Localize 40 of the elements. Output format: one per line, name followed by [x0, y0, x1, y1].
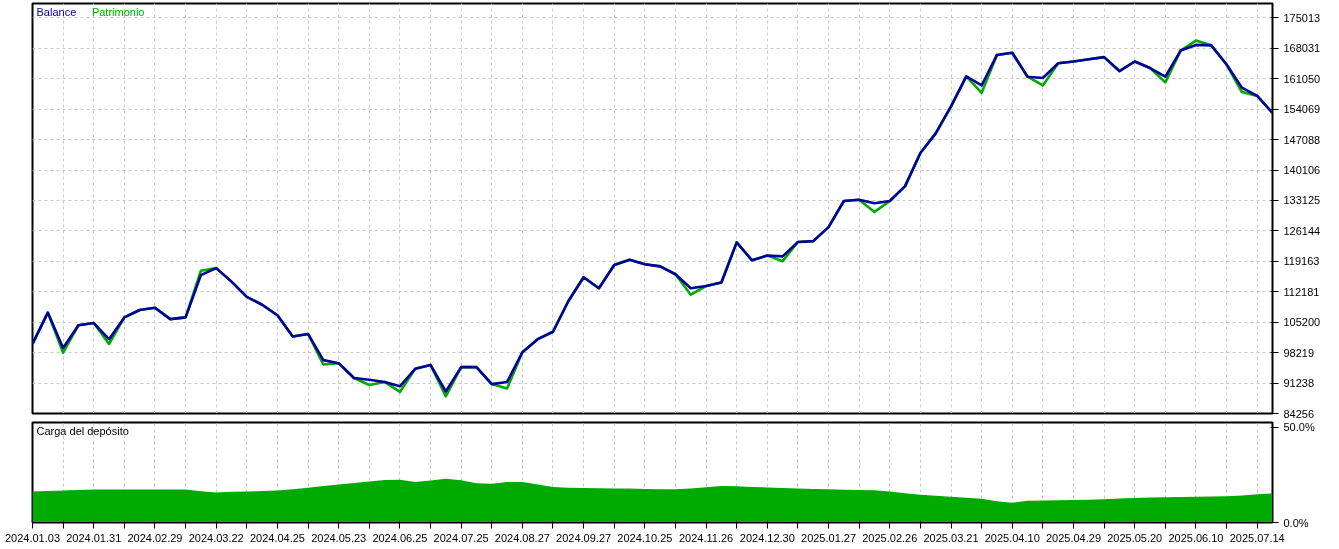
- y-tick-label: 119163: [1283, 255, 1320, 268]
- text: Balance: [36, 5, 77, 18]
- x-tick-label: 2024.03.22: [188, 531, 244, 544]
- text: Patrimonio: [91, 5, 145, 18]
- y-tick-label: 91238: [1283, 377, 1315, 390]
- x-tick-label: 2025.04.10: [984, 531, 1040, 544]
- x-tick-label: 2025.02.26: [862, 531, 918, 544]
- x-tick-label: 2025.04.29: [1045, 531, 1102, 544]
- y-tick-label: 112181: [1283, 285, 1320, 298]
- x-tick-label: 2025.01.27: [801, 531, 857, 544]
- y-tick-label: 105200: [1283, 316, 1321, 329]
- y-tick-label: 147088: [1283, 133, 1321, 146]
- y-tick-label: 84256: [1283, 407, 1315, 420]
- x-tick-label: 2024.04.25: [249, 531, 305, 544]
- y-tick-label: 140106: [1283, 164, 1321, 177]
- x-tick-label: 2024.12.30: [739, 531, 795, 544]
- y-tick-label: 175013: [1283, 11, 1321, 24]
- x-tick-label: 2024.06.25: [372, 531, 428, 544]
- x-tick-label: 2024.11.26: [678, 531, 734, 544]
- y-tick-label: 168031: [1283, 42, 1321, 55]
- chart-title: Carga del depósito: [36, 424, 129, 437]
- x-tick-label: 2024.08.27: [494, 531, 550, 544]
- x-tick-label: 2025.07.14: [1229, 531, 1285, 544]
- x-tick-label: 2024.07.25: [433, 531, 489, 544]
- x-tick-label: 2024.05.23: [311, 531, 367, 544]
- x-tick-label: 2025.05.20: [1107, 531, 1163, 544]
- x-tick-label: 2024.02.29: [127, 531, 183, 544]
- y-tick-label: 161050: [1283, 72, 1321, 85]
- x-tick-label: 2024.01.03: [4, 531, 61, 544]
- x-tick-label: 2024.10.25: [617, 531, 673, 544]
- x-tick-label: 2025.03.21: [923, 531, 979, 544]
- x-tick-label: 2024.09.27: [556, 531, 612, 544]
- y-tick-label: 126144: [1283, 224, 1321, 237]
- x-tick-label: 2024.01.31: [66, 531, 122, 544]
- y-tick-label: 0.0%: [1283, 516, 1309, 529]
- y-tick-label: 133125: [1283, 194, 1321, 207]
- y-tick-label: 50.0%: [1283, 421, 1315, 434]
- x-tick-label: 2025.06.10: [1168, 531, 1224, 544]
- y-tick-label: 98219: [1283, 346, 1315, 359]
- y-tick-label: 154069: [1283, 103, 1321, 116]
